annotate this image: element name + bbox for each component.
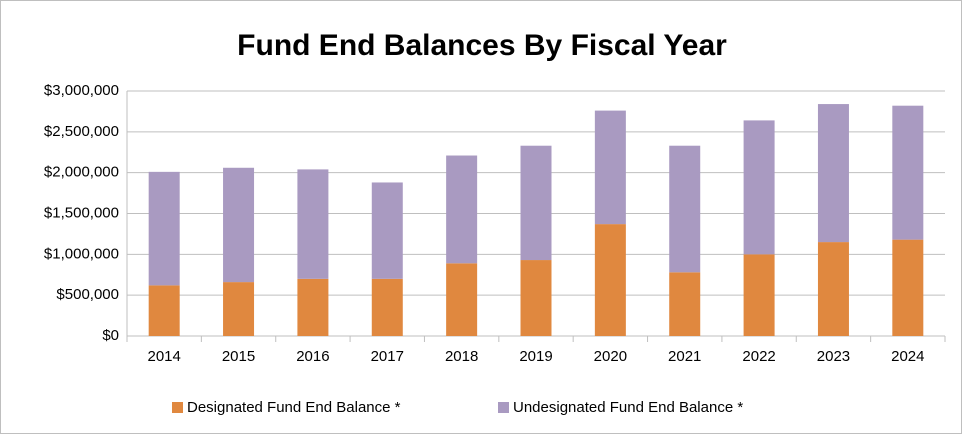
bar-segment (520, 145, 552, 261)
x-tick-label: 2023 (817, 348, 850, 365)
x-tick-label: 2017 (371, 348, 404, 365)
legend-label: Designated Fund End Balance * (187, 399, 401, 416)
x-tick-label: 2020 (594, 348, 627, 365)
bar-segment (223, 167, 255, 283)
x-tick-label: 2021 (668, 348, 701, 365)
bar-segment (892, 239, 924, 336)
bar-segment (297, 278, 329, 336)
bar-segment (446, 263, 478, 336)
legend-swatch (498, 402, 509, 413)
bar-segment (297, 169, 329, 279)
x-tick-label: 2024 (891, 348, 924, 365)
bar-segment (148, 171, 180, 286)
bar-segment (817, 104, 849, 243)
bar-segment (669, 145, 701, 273)
x-tick-label: 2014 (147, 348, 180, 365)
bar-segment (148, 285, 180, 336)
bar-segment (223, 282, 255, 336)
bar-segment (594, 110, 626, 225)
x-tick-label: 2019 (519, 348, 552, 365)
y-tick-label: $3,000,000 (44, 82, 119, 99)
x-tick-label: 2015 (222, 348, 255, 365)
bar-segment (743, 254, 775, 336)
x-tick-label: 2016 (296, 348, 329, 365)
legend-label: Undesignated Fund End Balance * (513, 399, 743, 416)
legend-swatch (172, 402, 183, 413)
bar-segment (371, 182, 403, 279)
bar-segment (594, 224, 626, 336)
bar-segment (743, 120, 775, 255)
y-tick-label: $0 (102, 327, 119, 344)
x-tick-label: 2022 (742, 348, 775, 365)
y-tick-label: $2,000,000 (44, 164, 119, 181)
bar-segment (817, 242, 849, 336)
bar-segment (892, 105, 924, 240)
y-tick-label: $2,500,000 (44, 123, 119, 140)
y-tick-label: $1,500,000 (44, 204, 119, 221)
bar-segment (446, 155, 478, 264)
y-tick-label: $500,000 (56, 286, 119, 303)
bar-segment (669, 272, 701, 336)
chart-title: Fund End Balances By Fiscal Year (237, 29, 727, 62)
bar-segment (371, 278, 403, 336)
y-tick-label: $1,000,000 (44, 245, 119, 262)
x-tick-label: 2018 (445, 348, 478, 365)
bar-segment (520, 260, 552, 336)
